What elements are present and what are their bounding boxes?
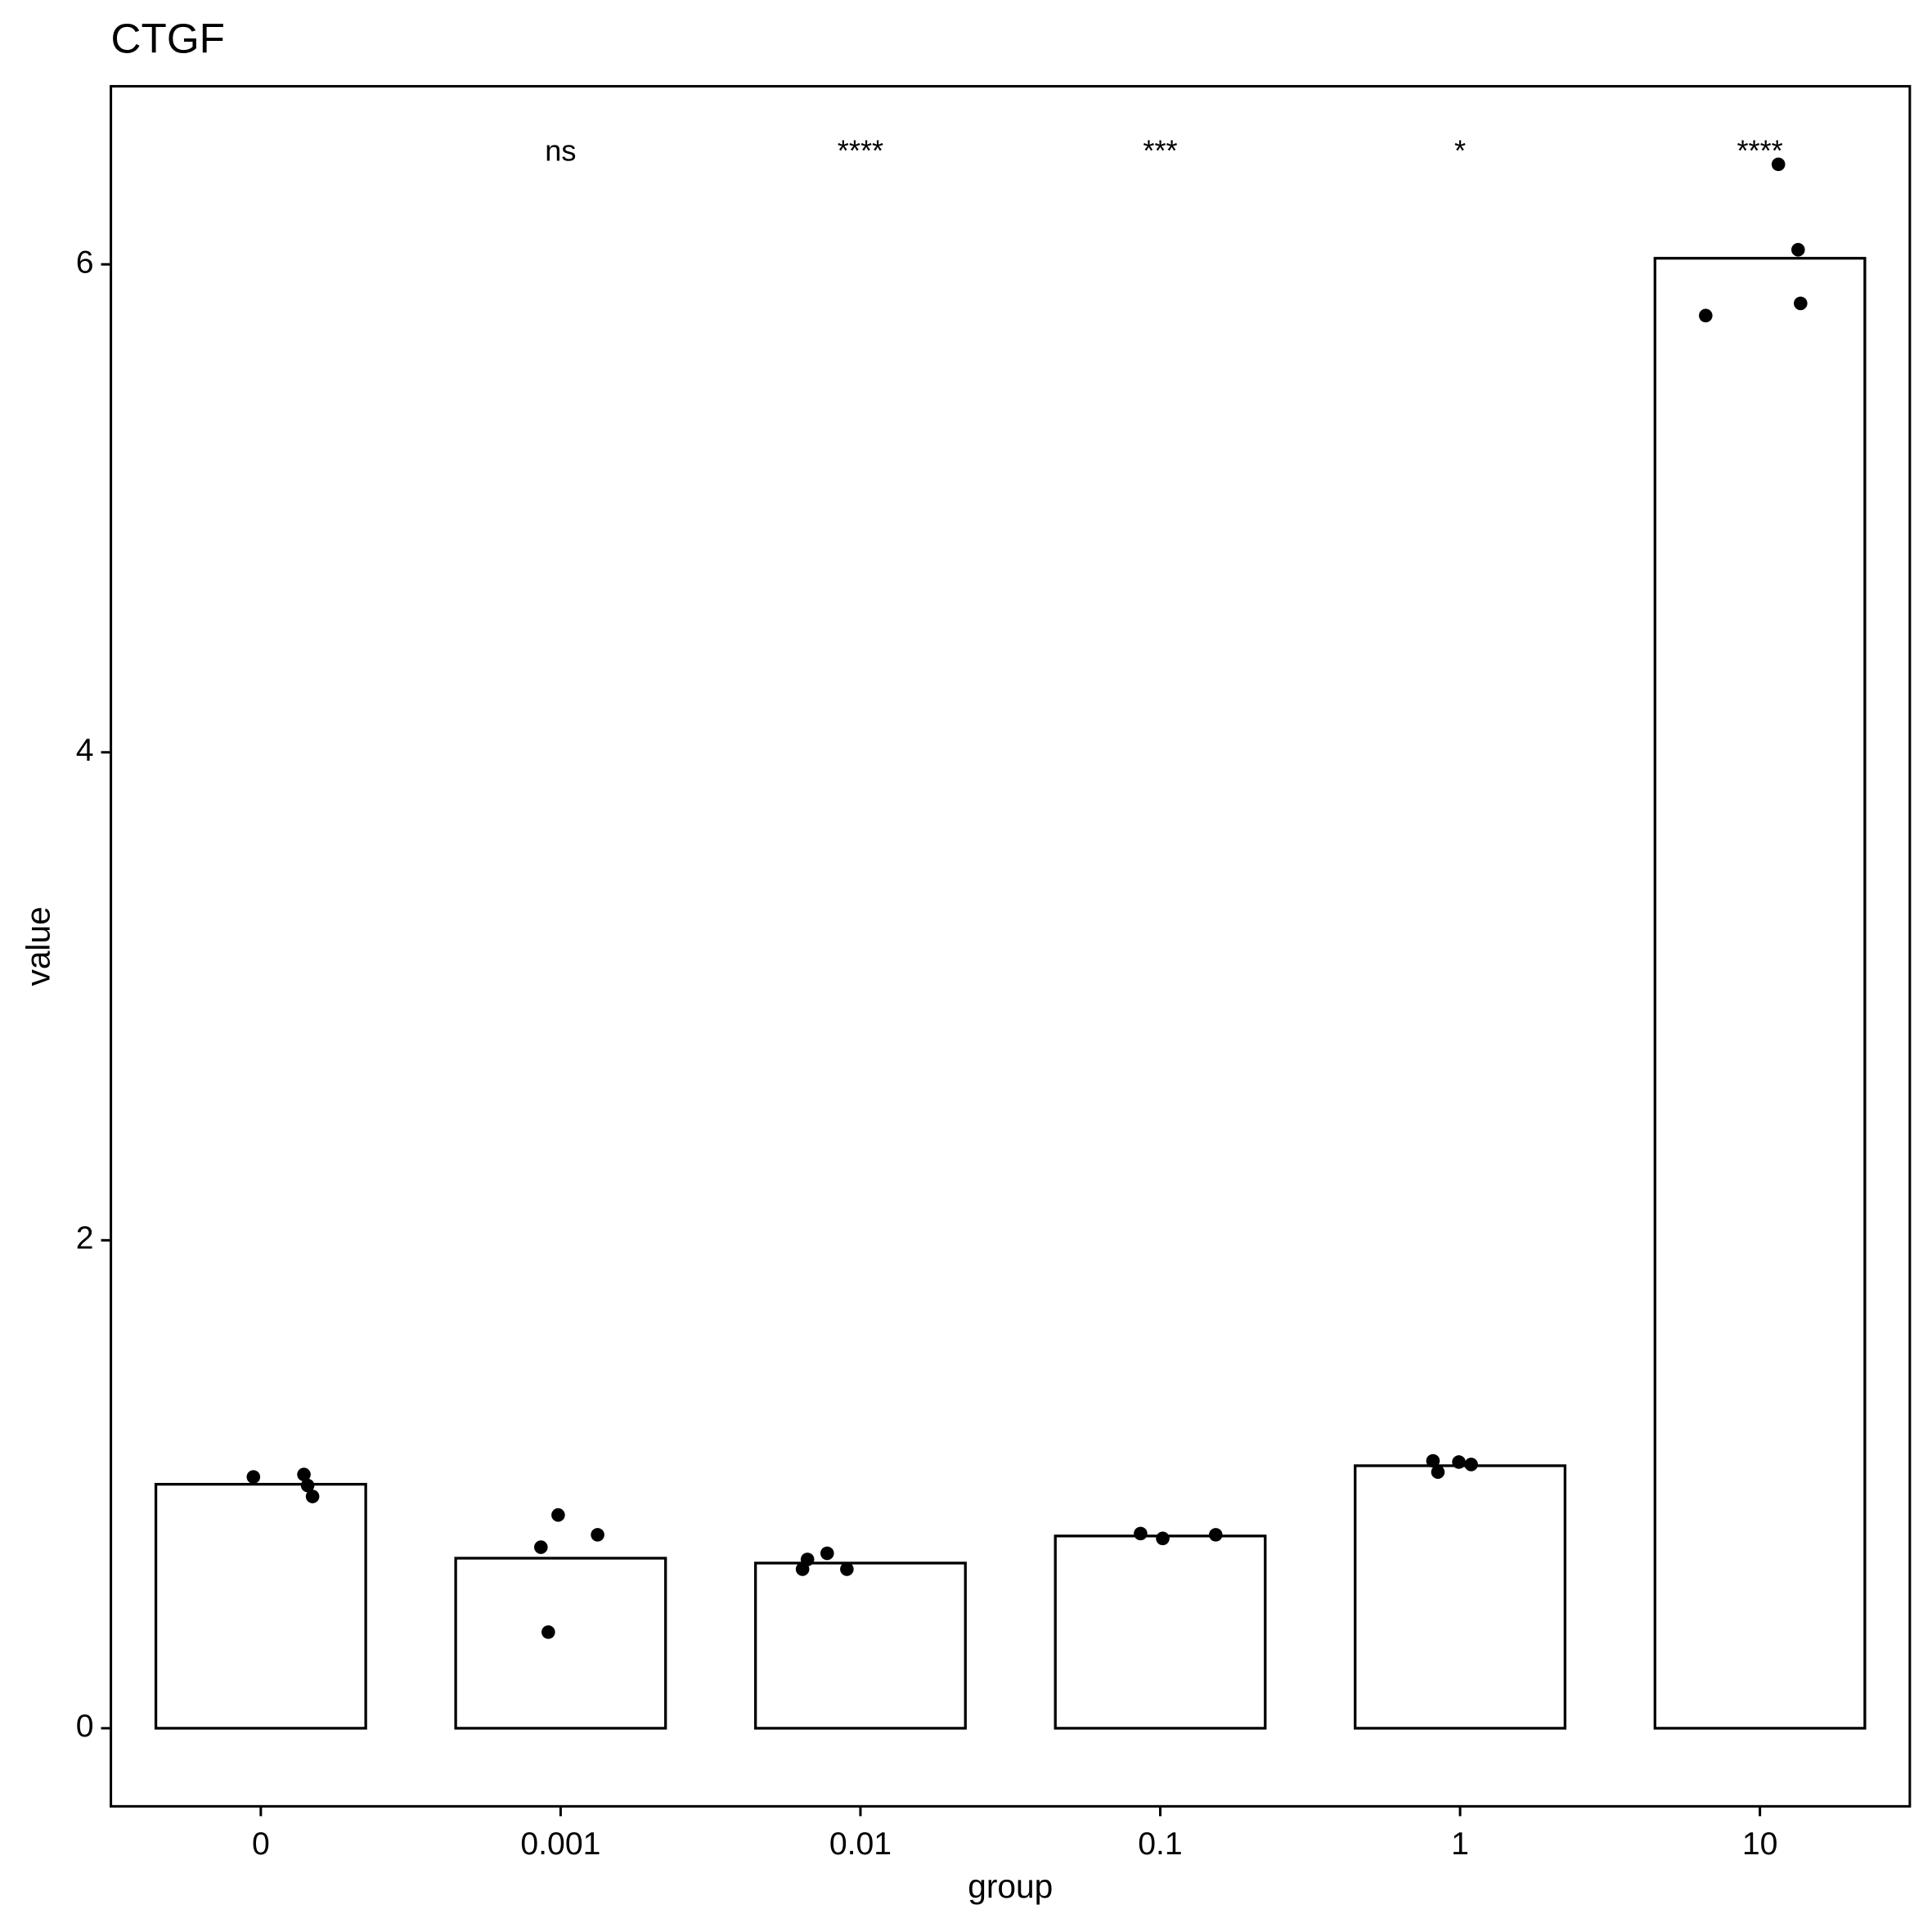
data-point bbox=[541, 1625, 555, 1639]
bar bbox=[1653, 257, 1867, 1730]
data-point bbox=[246, 1470, 261, 1484]
significance-label: **** bbox=[838, 133, 883, 167]
data-point bbox=[1452, 1455, 1466, 1469]
y-tick-label: 6 bbox=[76, 245, 94, 281]
data-point bbox=[1791, 243, 1805, 257]
bar bbox=[454, 1557, 667, 1730]
y-tick-label: 0 bbox=[76, 1709, 94, 1744]
chart-title: CTGF bbox=[111, 16, 225, 62]
x-tick-label: 0.01 bbox=[829, 1826, 892, 1862]
x-tick-label: 0.001 bbox=[520, 1826, 600, 1862]
significance-label: ns bbox=[545, 133, 576, 167]
panel-border bbox=[110, 84, 1912, 1808]
data-point bbox=[300, 1478, 315, 1493]
data-point bbox=[820, 1546, 834, 1561]
x-axis-label: group bbox=[968, 1867, 1053, 1905]
data-point bbox=[1771, 157, 1786, 172]
data-point bbox=[1134, 1526, 1148, 1541]
data-point bbox=[1209, 1528, 1223, 1542]
data-point bbox=[591, 1528, 604, 1542]
bar bbox=[1354, 1464, 1567, 1730]
y-axis-label: value bbox=[19, 906, 56, 986]
bar bbox=[1054, 1534, 1267, 1730]
data-point bbox=[840, 1562, 854, 1576]
x-tick-label: 0.1 bbox=[1138, 1826, 1182, 1862]
data-point bbox=[305, 1489, 320, 1503]
significance-label: *** bbox=[1143, 133, 1177, 167]
data-point bbox=[1464, 1458, 1478, 1471]
x-tick-label: 10 bbox=[1742, 1826, 1778, 1862]
data-point bbox=[551, 1507, 565, 1522]
data-point bbox=[1156, 1531, 1170, 1546]
data-point bbox=[795, 1562, 810, 1576]
data-point bbox=[1794, 296, 1808, 311]
significance-label: * bbox=[1454, 133, 1466, 167]
y-tick-label: 2 bbox=[76, 1221, 94, 1256]
bar bbox=[154, 1482, 367, 1730]
data-point bbox=[1431, 1465, 1445, 1479]
x-tick-label: 1 bbox=[1451, 1826, 1469, 1862]
data-point bbox=[534, 1540, 548, 1554]
bar bbox=[754, 1561, 967, 1730]
x-tick-label: 0 bbox=[252, 1826, 270, 1862]
data-point bbox=[297, 1467, 311, 1481]
data-point bbox=[1699, 308, 1713, 323]
significance-label: **** bbox=[1737, 133, 1782, 167]
data-point bbox=[1426, 1453, 1440, 1468]
y-tick-label: 4 bbox=[76, 733, 94, 768]
